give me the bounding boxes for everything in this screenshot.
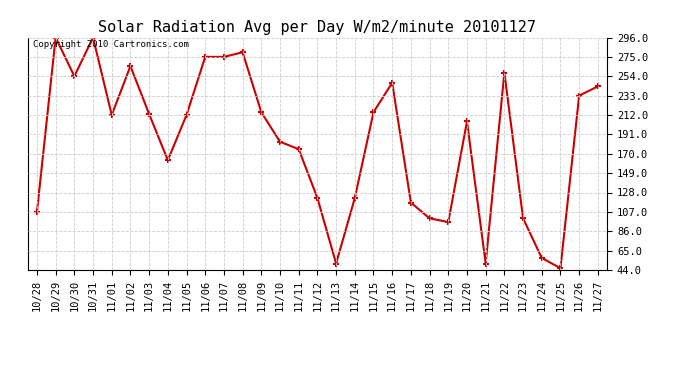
Text: Copyright 2010 Cartronics.com: Copyright 2010 Cartronics.com <box>33 40 189 49</box>
Title: Solar Radiation Avg per Day W/m2/minute 20101127: Solar Radiation Avg per Day W/m2/minute … <box>99 20 536 35</box>
